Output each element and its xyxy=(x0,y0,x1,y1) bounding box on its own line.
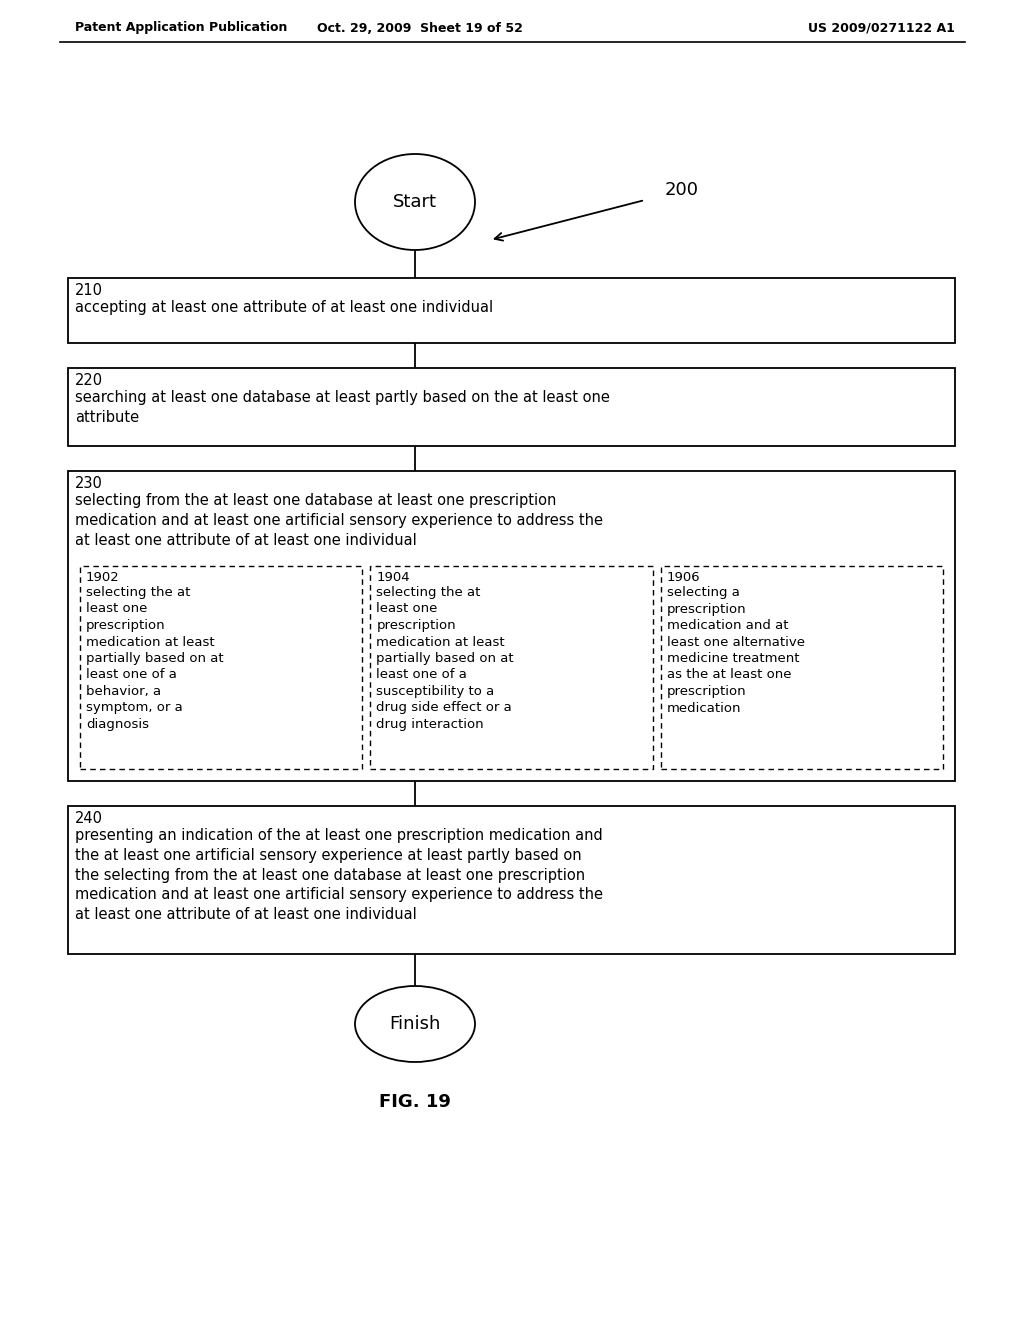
Text: Finish: Finish xyxy=(389,1015,440,1034)
Text: US 2009/0271122 A1: US 2009/0271122 A1 xyxy=(808,21,955,34)
Bar xyxy=(80,566,362,770)
Text: searching at least one database at least partly based on the at least one
attrib: searching at least one database at least… xyxy=(75,389,610,425)
Text: 200: 200 xyxy=(665,181,699,199)
Text: presenting an indication of the at least one prescription medication and
the at : presenting an indication of the at least… xyxy=(75,828,603,923)
Text: selecting the at
least one
prescription
medication at least
partially based on a: selecting the at least one prescription … xyxy=(86,586,223,731)
Text: FIG. 19: FIG. 19 xyxy=(379,1093,451,1111)
Bar xyxy=(68,279,955,343)
Text: Patent Application Publication: Patent Application Publication xyxy=(75,21,288,34)
Text: 1904: 1904 xyxy=(377,572,410,583)
Text: 240: 240 xyxy=(75,810,103,826)
Text: selecting a
prescription
medication and at
least one alternative
medicine treatm: selecting a prescription medication and … xyxy=(667,586,805,714)
Text: Start: Start xyxy=(393,193,437,211)
Bar xyxy=(68,471,955,781)
Text: 210: 210 xyxy=(75,282,103,298)
Text: 220: 220 xyxy=(75,374,103,388)
Ellipse shape xyxy=(355,154,475,249)
Text: selecting from the at least one database at least one prescription
medication an: selecting from the at least one database… xyxy=(75,492,603,548)
Text: Oct. 29, 2009  Sheet 19 of 52: Oct. 29, 2009 Sheet 19 of 52 xyxy=(317,21,523,34)
Text: 1906: 1906 xyxy=(667,572,700,583)
Ellipse shape xyxy=(355,986,475,1063)
Bar xyxy=(660,566,943,770)
Bar xyxy=(68,807,955,954)
Text: accepting at least one attribute of at least one individual: accepting at least one attribute of at l… xyxy=(75,300,494,315)
Text: 1902: 1902 xyxy=(86,572,120,583)
Text: selecting the at
least one
prescription
medication at least
partially based on a: selecting the at least one prescription … xyxy=(377,586,514,731)
Text: 230: 230 xyxy=(75,477,102,491)
Bar xyxy=(68,368,955,446)
Bar xyxy=(371,566,652,770)
